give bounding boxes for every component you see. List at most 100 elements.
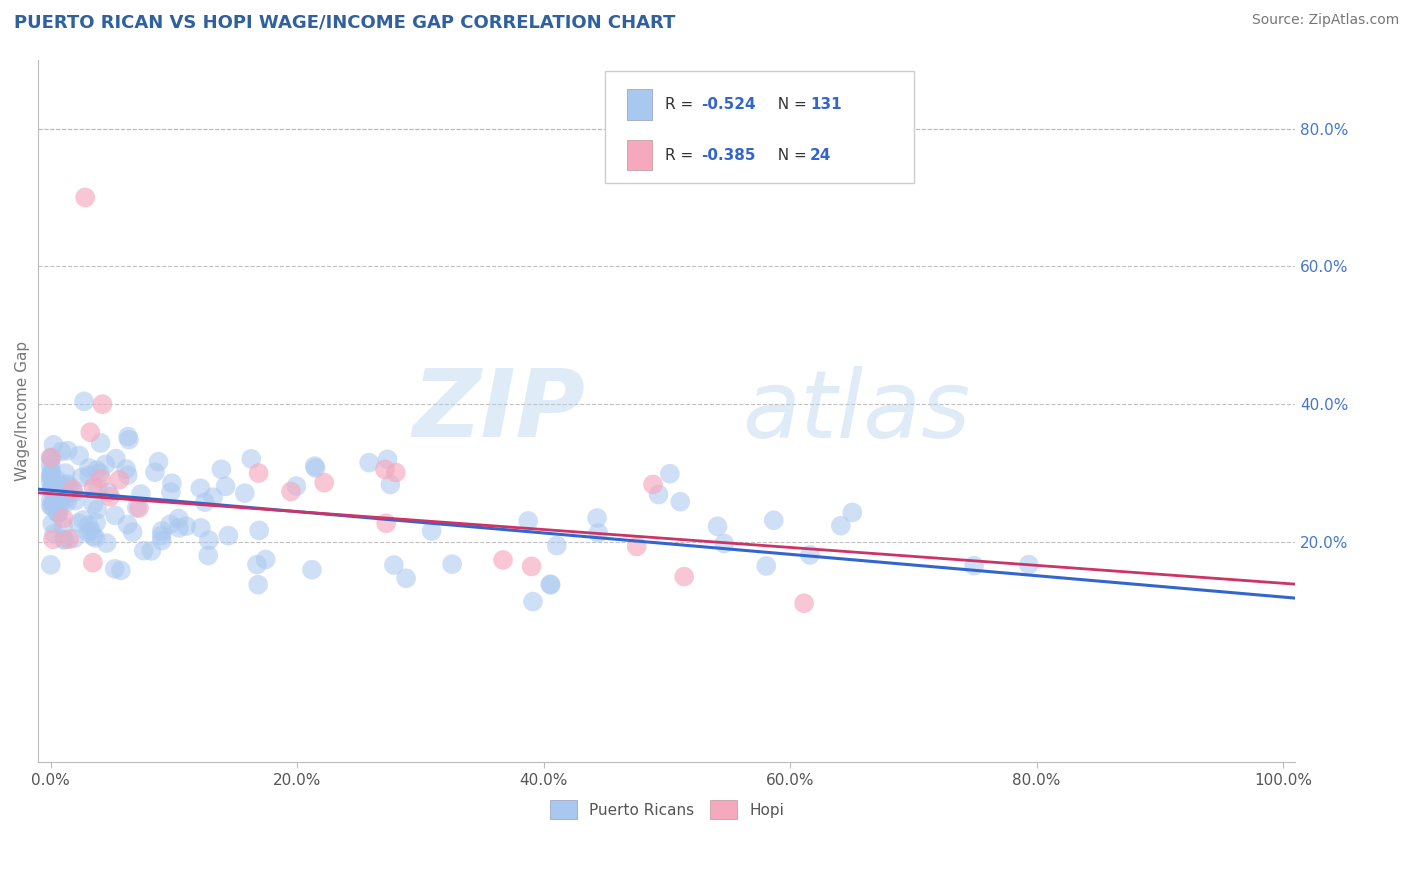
Point xyxy=(247,577,270,591)
Point xyxy=(89,466,111,480)
Point xyxy=(80,524,103,538)
Point xyxy=(77,518,100,533)
Point xyxy=(41,516,63,531)
Point xyxy=(626,540,648,554)
Point xyxy=(233,486,256,500)
Point xyxy=(104,562,127,576)
Point xyxy=(121,524,143,539)
Point xyxy=(285,479,308,493)
Point xyxy=(540,578,562,592)
Point xyxy=(62,485,84,500)
Point xyxy=(87,481,110,495)
Text: N =: N = xyxy=(768,148,811,162)
Point xyxy=(77,468,100,483)
Point xyxy=(658,467,681,481)
Point xyxy=(117,517,139,532)
Point xyxy=(148,455,170,469)
Point xyxy=(793,596,815,610)
Point xyxy=(799,548,821,562)
Point xyxy=(713,536,735,550)
Point xyxy=(39,451,62,466)
Point xyxy=(382,558,405,572)
Point xyxy=(384,466,406,480)
Point xyxy=(62,483,84,497)
Point xyxy=(841,505,863,519)
Text: R =: R = xyxy=(665,97,699,112)
Point xyxy=(45,473,67,487)
Point xyxy=(217,528,239,542)
Point xyxy=(538,577,561,591)
Text: atlas: atlas xyxy=(742,366,970,457)
Point xyxy=(167,511,190,525)
Point xyxy=(159,517,181,532)
Point xyxy=(79,425,101,440)
Point xyxy=(441,557,464,571)
Point xyxy=(830,518,852,533)
Point xyxy=(305,461,328,475)
Point xyxy=(97,485,120,500)
Point xyxy=(39,492,62,507)
Point xyxy=(56,476,79,491)
Point xyxy=(280,484,302,499)
Point xyxy=(247,466,270,480)
Point xyxy=(56,443,79,458)
Text: Source: ZipAtlas.com: Source: ZipAtlas.com xyxy=(1251,13,1399,28)
Point xyxy=(104,508,127,523)
Point xyxy=(304,458,326,473)
Point xyxy=(91,397,114,411)
Point xyxy=(53,533,76,547)
Text: 24: 24 xyxy=(810,148,831,162)
Point xyxy=(492,553,515,567)
Point xyxy=(706,519,728,533)
Point xyxy=(48,506,70,520)
Point xyxy=(202,490,225,504)
Point xyxy=(55,466,77,480)
Point xyxy=(39,450,62,465)
Point xyxy=(65,493,87,508)
Point xyxy=(129,487,152,501)
Text: 131: 131 xyxy=(810,97,841,112)
Point xyxy=(546,539,568,553)
Point xyxy=(167,521,190,535)
Y-axis label: Wage/Income Gap: Wage/Income Gap xyxy=(15,341,30,481)
Point xyxy=(374,462,396,476)
Point xyxy=(77,525,100,540)
Point xyxy=(77,461,100,475)
Point xyxy=(82,529,104,543)
Point xyxy=(160,476,183,491)
Point xyxy=(49,497,72,511)
Point xyxy=(86,463,108,477)
Point xyxy=(214,479,236,493)
Point xyxy=(72,513,94,527)
Point xyxy=(128,500,150,515)
Point xyxy=(963,558,986,573)
Point xyxy=(104,451,127,466)
Point xyxy=(58,532,80,546)
Point xyxy=(420,524,443,538)
Point xyxy=(75,190,97,204)
Point xyxy=(51,444,73,458)
Point xyxy=(90,472,112,486)
Point xyxy=(39,464,62,478)
Point xyxy=(520,559,543,574)
Point xyxy=(53,478,76,492)
Point xyxy=(41,483,63,498)
Point xyxy=(39,468,62,483)
Point xyxy=(254,552,277,566)
Point xyxy=(150,524,173,538)
Point xyxy=(669,494,692,508)
Point xyxy=(197,549,219,563)
Point xyxy=(42,533,65,547)
Point xyxy=(82,556,104,570)
Point xyxy=(132,543,155,558)
Text: -0.524: -0.524 xyxy=(702,97,756,112)
Point xyxy=(194,495,217,509)
Point xyxy=(190,521,212,535)
Point xyxy=(49,486,72,500)
Point xyxy=(84,516,107,530)
Text: ZIP: ZIP xyxy=(412,365,585,457)
Point xyxy=(84,531,107,545)
Point xyxy=(150,528,173,542)
Text: -0.385: -0.385 xyxy=(702,148,756,162)
Point xyxy=(246,558,269,572)
